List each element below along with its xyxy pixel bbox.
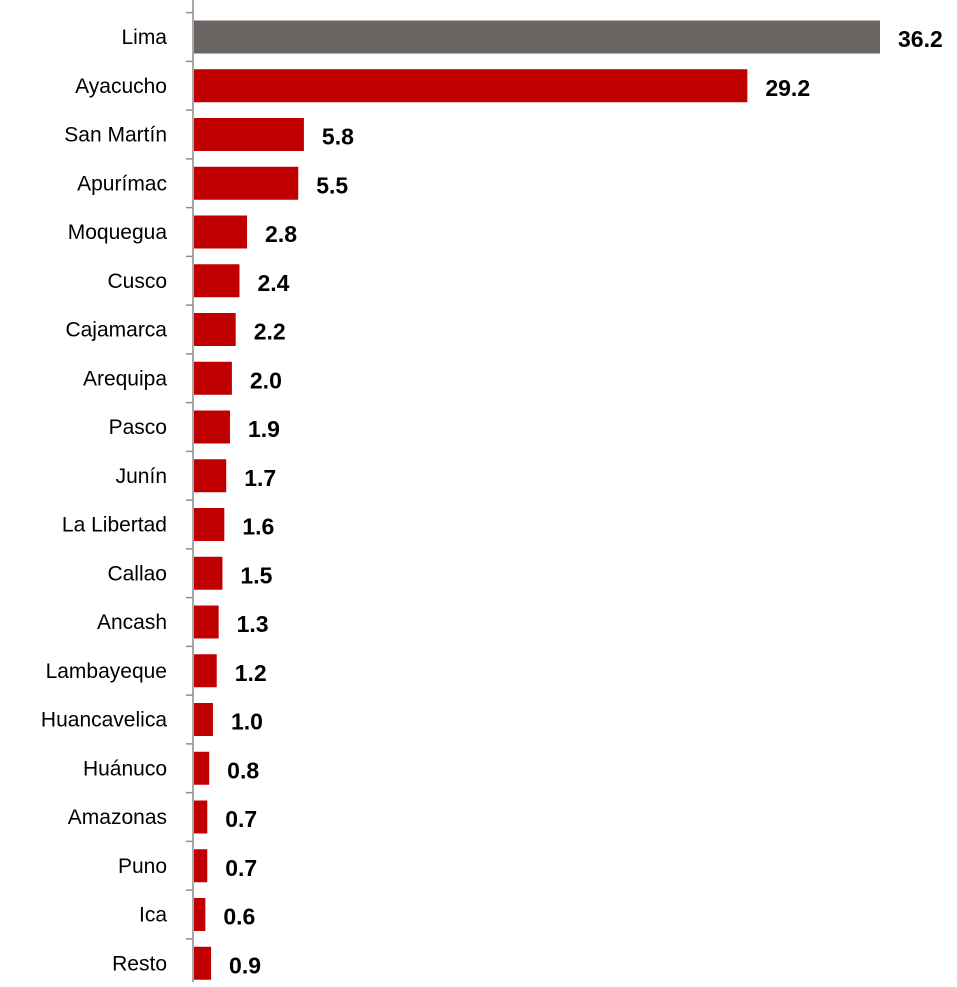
bar	[194, 703, 213, 736]
category-label: Pasco	[109, 416, 167, 439]
bar	[194, 849, 208, 883]
category-label: Huánuco	[83, 757, 167, 780]
category-label: Puno	[118, 855, 167, 878]
value-label: 0.9	[229, 952, 261, 978]
value-label: 5.8	[322, 124, 354, 150]
bar	[194, 264, 240, 298]
category-label: Lima	[121, 26, 167, 49]
value-label: 0.7	[225, 806, 257, 832]
bar	[194, 800, 208, 834]
category-label: San Martín	[64, 124, 167, 147]
value-label: 0.6	[223, 904, 255, 930]
value-label: 5.5	[316, 172, 348, 198]
category-label: Ancash	[97, 611, 167, 634]
bar	[194, 410, 231, 444]
bar	[194, 751, 210, 785]
bar	[194, 20, 880, 54]
category-label: Resto	[112, 952, 167, 975]
category-label: Moquegua	[68, 221, 168, 244]
value-label: 1.2	[235, 660, 267, 686]
bar	[194, 605, 219, 639]
value-label: 2.2	[254, 319, 286, 345]
bar	[194, 556, 223, 590]
bar	[194, 946, 212, 980]
value-label: 36.2	[898, 26, 943, 52]
bar	[194, 69, 748, 103]
category-label: Cajamarca	[65, 319, 167, 342]
value-label: 2.4	[257, 270, 289, 296]
category-label: Huancavelica	[41, 709, 167, 732]
category-label: Junín	[116, 465, 167, 488]
category-label: Amazonas	[68, 806, 167, 829]
category-label: Callao	[107, 562, 167, 585]
value-label: 1.3	[237, 611, 269, 637]
value-label: 0.7	[225, 855, 257, 881]
bar	[194, 508, 225, 541]
value-label: 1.7	[244, 465, 276, 491]
bars-layer	[194, 20, 880, 980]
axis-layer	[186, 0, 194, 987]
value-label: 2.0	[250, 367, 282, 393]
category-label: Lambayeque	[46, 660, 167, 683]
value-label: 0.8	[227, 757, 259, 783]
value-label: 1.6	[242, 514, 274, 540]
category-label: Cusco	[107, 270, 167, 293]
category-label: La Libertad	[62, 514, 167, 537]
bar	[194, 118, 304, 151]
bar	[194, 361, 232, 395]
value-label: 29.2	[765, 75, 810, 101]
bar	[194, 313, 236, 346]
value-label: 2.8	[265, 221, 297, 247]
bar	[194, 215, 248, 249]
bar	[194, 459, 227, 493]
bar	[194, 898, 206, 931]
bar	[194, 654, 217, 688]
value-label: 1.0	[231, 709, 263, 735]
category-label: Ica	[139, 904, 167, 927]
labels-layer: Lima 36.2 Ayacucho 29.2 San Martín 5.8 Apuríma…	[41, 26, 943, 978]
bar	[194, 166, 299, 200]
category-label: Ayacucho	[75, 75, 167, 98]
category-label: Apurímac	[77, 172, 167, 195]
value-label: 1.5	[240, 562, 272, 588]
value-label: 1.9	[248, 416, 280, 442]
category-label: Arequipa	[83, 367, 167, 390]
